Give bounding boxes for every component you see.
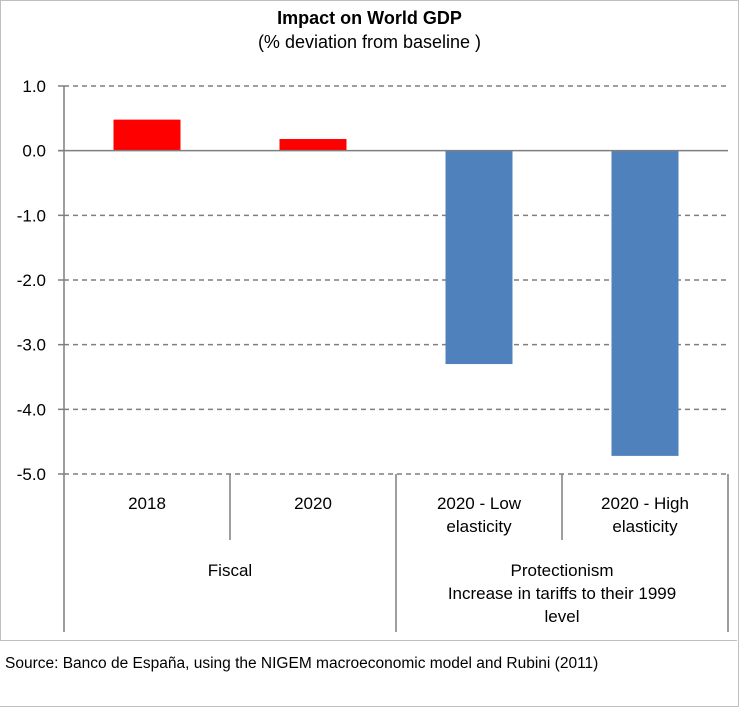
y-tick-label: -3.0	[17, 336, 46, 355]
bar	[611, 150, 679, 456]
source-text: Source: Banco de España, using the NIGEM…	[5, 655, 599, 672]
bar	[113, 119, 181, 151]
group-label: Fiscal	[208, 561, 252, 580]
bar-chart: 1.0 0.0 -1.0 -2.0 -3.0 -4.0 -5.0 2018 2020 2020 -…	[17, 77, 729, 632]
chart-subtitle: (% deviation from baseline )	[257, 32, 482, 52]
bar	[279, 139, 347, 151]
y-tick-label: -5.0	[17, 465, 46, 484]
y-tick-label: 1.0	[22, 77, 46, 96]
x-tick-label: 2020 - Low elasticity	[437, 494, 522, 536]
group-label: Protectionism Increase in tariffs to thei…	[448, 561, 676, 626]
x-tick-label: 2020	[294, 494, 332, 513]
x-tick-label: 2018	[128, 494, 166, 513]
y-tick-label: 0.0	[22, 142, 46, 161]
y-tick-label: -1.0	[17, 206, 46, 225]
x-tick-label: 2020 - High elasticity	[601, 494, 689, 536]
y-tick-label: -4.0	[17, 400, 46, 419]
bar	[445, 150, 513, 365]
y-tick-label: -2.0	[17, 271, 46, 290]
source-note: Source: Banco de España, using the NIGEM…	[0, 640, 737, 706]
chart-title: Impact on World GDP	[277, 8, 462, 28]
